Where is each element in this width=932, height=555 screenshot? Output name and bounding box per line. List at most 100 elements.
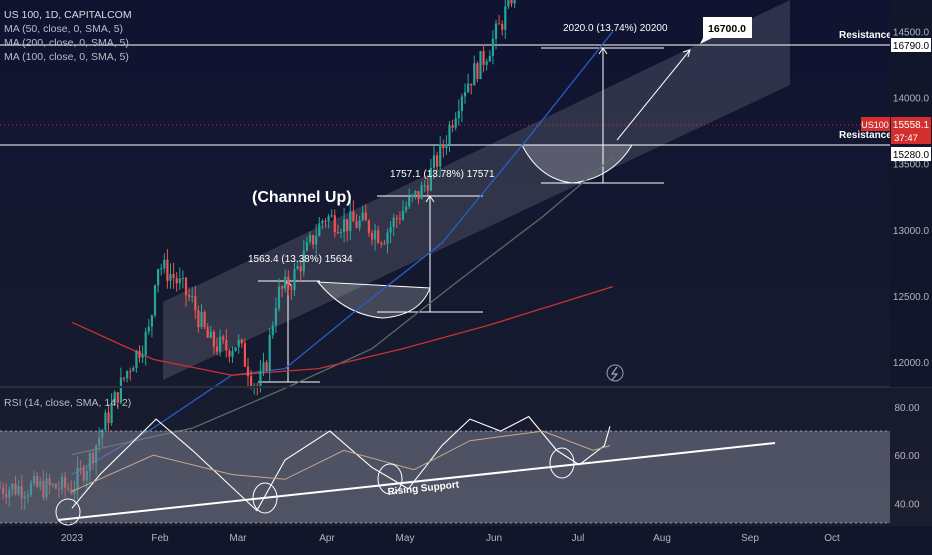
candle bbox=[166, 249, 169, 289]
channel-up-label: (Channel Up) bbox=[252, 189, 352, 206]
candle bbox=[479, 50, 482, 80]
candle bbox=[451, 119, 454, 133]
candle bbox=[501, 20, 504, 36]
time-tick-label: Mar bbox=[229, 533, 247, 544]
candle bbox=[281, 285, 284, 298]
candle bbox=[380, 241, 383, 248]
candle bbox=[389, 221, 392, 244]
candle bbox=[184, 277, 188, 307]
time-tick-label: Aug bbox=[653, 533, 671, 544]
candle bbox=[234, 346, 237, 352]
candle bbox=[476, 61, 479, 83]
candle bbox=[355, 214, 358, 229]
cup-shape-1 bbox=[316, 281, 431, 319]
candle bbox=[277, 278, 281, 312]
rsi-line bbox=[71, 415, 611, 512]
symbol-legend[interactable]: US 100, 1D, CAPITALCOM MA (50, close, 0,… bbox=[4, 8, 132, 64]
candle bbox=[343, 207, 346, 243]
candle bbox=[312, 234, 315, 249]
target-arrow bbox=[616, 49, 691, 141]
candle bbox=[339, 228, 343, 239]
candle bbox=[231, 346, 234, 363]
candle bbox=[225, 329, 228, 358]
candle bbox=[228, 348, 231, 363]
rsi-tick-label: 60.00 bbox=[894, 451, 919, 462]
resistance-b-tag: 16790.0 bbox=[891, 38, 931, 52]
time-tick-label: Jun bbox=[486, 533, 502, 544]
candle bbox=[386, 228, 389, 254]
candle bbox=[129, 367, 132, 381]
candle bbox=[250, 369, 253, 390]
candle bbox=[411, 193, 414, 203]
resistance-b-label: Resistance B bbox=[839, 30, 902, 41]
candle bbox=[246, 358, 250, 387]
rsi-legend[interactable]: RSI (14, close, SMA, 14, 2) bbox=[4, 396, 131, 410]
candle bbox=[302, 239, 305, 277]
candle bbox=[504, 0, 507, 39]
candle bbox=[333, 209, 336, 238]
candle bbox=[330, 209, 333, 218]
time-axis[interactable] bbox=[0, 526, 932, 550]
candle bbox=[122, 377, 126, 382]
candle bbox=[237, 334, 240, 354]
candle bbox=[494, 19, 498, 50]
target-label: 16700.0 bbox=[708, 23, 746, 35]
candle bbox=[420, 181, 423, 200]
candle bbox=[113, 390, 116, 404]
candle bbox=[126, 370, 129, 383]
candle bbox=[491, 30, 494, 65]
candle bbox=[212, 329, 215, 355]
ma200-line bbox=[71, 285, 613, 376]
candle bbox=[498, 15, 501, 25]
candle bbox=[346, 219, 349, 242]
current-price-tag: US100 15558.1 37:47 bbox=[861, 117, 931, 144]
candle bbox=[401, 200, 405, 221]
candle bbox=[361, 205, 364, 222]
candle bbox=[181, 270, 184, 289]
candle bbox=[200, 304, 203, 329]
candle bbox=[414, 190, 417, 200]
candle bbox=[467, 73, 470, 94]
rsi-low-circle-2 bbox=[252, 482, 278, 514]
time-tick-label: 2023 bbox=[61, 533, 84, 544]
rsi-tick-label: 40.00 bbox=[894, 499, 919, 510]
candle bbox=[488, 50, 491, 62]
time-tick-label: May bbox=[396, 533, 415, 544]
candle bbox=[442, 139, 445, 158]
candle bbox=[457, 99, 460, 126]
candle bbox=[432, 145, 436, 179]
price-axis[interactable] bbox=[890, 0, 932, 387]
candle bbox=[287, 270, 290, 296]
lightning-icon[interactable] bbox=[606, 364, 624, 382]
price-tick-label: 13000.0 bbox=[893, 226, 930, 237]
candle bbox=[150, 314, 153, 338]
ma50-line bbox=[71, 31, 614, 475]
time-tick-label: Apr bbox=[319, 533, 335, 544]
candle bbox=[482, 44, 485, 73]
candle bbox=[135, 349, 138, 373]
price-tick-label: 14000.0 bbox=[893, 94, 930, 105]
candle bbox=[308, 231, 312, 245]
candle bbox=[299, 261, 302, 283]
indicator-ma100[interactable]: MA (100, close, 0, SMA, 5) bbox=[4, 51, 129, 63]
time-tick-label: Feb bbox=[151, 533, 169, 544]
resistance-b-value: 16790.0 bbox=[893, 41, 930, 52]
measure-2-lines bbox=[377, 195, 483, 313]
measure-1-label: 1563.4 (13.38%) 15634 bbox=[248, 254, 353, 265]
time-tick-label: Oct bbox=[824, 533, 840, 544]
candle bbox=[448, 121, 451, 153]
candle bbox=[243, 338, 246, 367]
candle bbox=[383, 239, 386, 245]
candle bbox=[436, 151, 439, 172]
candle bbox=[222, 334, 225, 344]
candle bbox=[265, 359, 268, 372]
indicator-ma200[interactable]: MA (200, close, 0, SMA, 5) bbox=[4, 37, 129, 49]
channel-up-band bbox=[163, 0, 790, 380]
indicator-ma50[interactable]: MA (50, close, 0, SMA, 5) bbox=[4, 23, 124, 35]
time-tick-label: Sep bbox=[741, 533, 759, 544]
candle bbox=[367, 219, 370, 237]
candle bbox=[513, 0, 516, 9]
candle bbox=[157, 268, 160, 293]
candle bbox=[445, 135, 448, 155]
